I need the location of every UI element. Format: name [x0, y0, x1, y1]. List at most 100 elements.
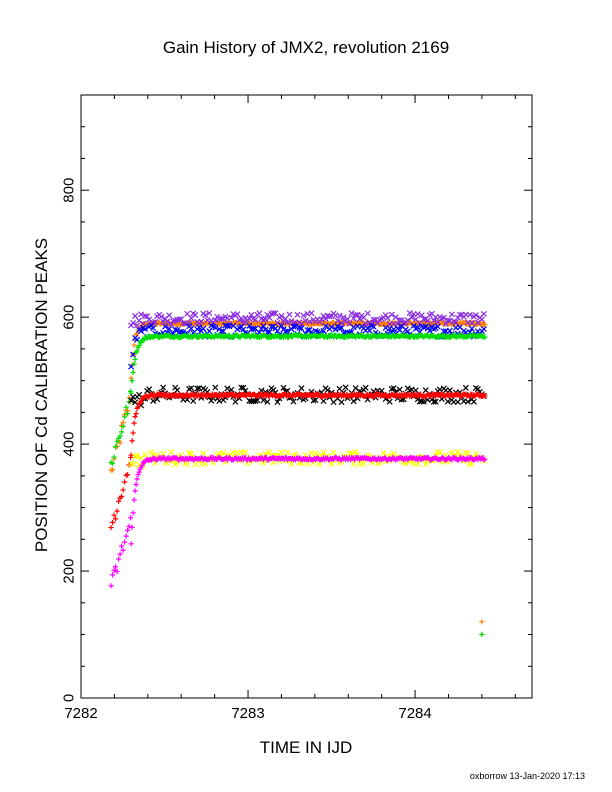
data-point	[121, 539, 128, 545]
data-point	[350, 398, 357, 405]
data-point	[188, 385, 195, 392]
data-point	[440, 314, 447, 321]
x-axis-label: TIME IN IJD	[259, 738, 353, 757]
data-point	[135, 404, 141, 410]
data-point	[125, 410, 131, 417]
data-point	[158, 313, 165, 320]
data-point	[228, 386, 235, 393]
data-point	[224, 322, 231, 329]
x-tick-label: 7282	[64, 705, 97, 722]
data-point	[278, 322, 285, 329]
data-point	[370, 323, 377, 330]
data-point	[480, 326, 487, 333]
data-point	[131, 420, 137, 426]
data-point	[330, 449, 337, 456]
y-tick-label: 0	[61, 694, 78, 702]
data-point	[196, 324, 203, 331]
data-point	[178, 328, 185, 335]
data-point	[168, 449, 175, 456]
data-point	[174, 387, 181, 394]
data-point	[344, 316, 351, 323]
data-point	[482, 321, 488, 327]
data-point	[120, 487, 126, 493]
data-point	[322, 315, 329, 322]
data-point	[134, 452, 141, 459]
data-point	[246, 322, 253, 329]
data-point	[472, 312, 479, 319]
data-point	[422, 461, 429, 468]
data-point	[260, 316, 267, 323]
data-point	[132, 488, 138, 494]
data-point	[440, 328, 447, 335]
data-point	[120, 423, 126, 430]
data-point	[430, 317, 437, 324]
data-point	[472, 450, 479, 457]
data-point	[130, 369, 136, 376]
data-point	[120, 547, 126, 553]
data-point	[326, 313, 333, 320]
data-point	[112, 564, 119, 570]
data-point	[135, 471, 141, 478]
data-point	[117, 440, 123, 446]
data-point	[360, 460, 367, 467]
data-point	[404, 317, 411, 324]
data-point	[160, 384, 167, 391]
data-point	[316, 461, 323, 468]
data-point	[128, 397, 135, 404]
data-point	[480, 310, 487, 318]
data-point	[260, 459, 267, 466]
data-point	[410, 322, 417, 329]
data-point	[312, 450, 319, 457]
data-point	[430, 398, 437, 405]
data-point	[202, 312, 209, 319]
data-point	[262, 451, 269, 458]
data-point	[130, 320, 137, 327]
data-point	[338, 399, 345, 406]
data-point	[111, 567, 117, 573]
data-point	[266, 449, 273, 456]
data-point	[332, 326, 339, 333]
data-point	[166, 312, 173, 319]
axes: 0 200 400 600 800 7282 7283 7284	[61, 95, 532, 722]
data-point	[115, 556, 122, 562]
data-point	[364, 310, 371, 317]
plot-frame	[80, 94, 533, 699]
page-title: Gain History of JMX2, revolution 2169	[162, 38, 450, 57]
data-point	[420, 398, 427, 405]
y-tick-label: 800	[61, 178, 78, 203]
footer-credit: oxborrow 13-Jan-2020 17:13	[469, 771, 585, 781]
data-point	[284, 449, 291, 456]
data-point	[130, 461, 137, 468]
data-point	[250, 325, 257, 332]
data-point	[115, 498, 122, 504]
data-point	[160, 450, 167, 457]
data-point	[479, 631, 485, 638]
data-point	[310, 397, 317, 404]
data-point	[132, 414, 138, 420]
data-point	[274, 399, 281, 406]
data-point	[356, 315, 363, 322]
data-point	[164, 318, 171, 325]
data-point	[466, 311, 473, 318]
data-point	[242, 449, 249, 456]
data-point	[452, 319, 459, 326]
data-point	[482, 456, 488, 463]
data-point	[129, 438, 135, 444]
data-point	[109, 519, 116, 526]
data-point	[294, 311, 301, 318]
data-point	[412, 387, 419, 394]
data-point	[418, 398, 425, 405]
data-point	[414, 461, 421, 468]
data-point	[128, 375, 134, 381]
data-point	[132, 453, 139, 460]
data-point	[131, 361, 137, 367]
data-point	[109, 460, 116, 466]
data-point	[270, 310, 277, 317]
data-point	[280, 384, 287, 391]
data-point	[308, 310, 315, 317]
data-point	[228, 314, 235, 321]
data-point	[482, 334, 488, 340]
y-tick-label: 600	[61, 305, 78, 330]
data-point	[220, 328, 227, 335]
